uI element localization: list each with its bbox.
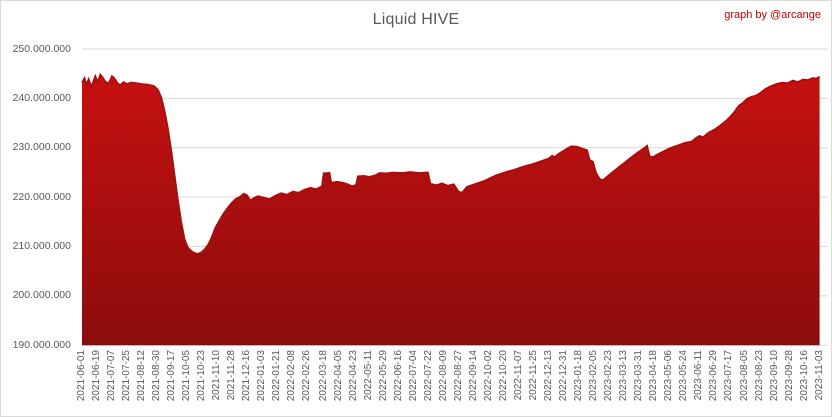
- x-tick-label: 2023-03-31: [632, 350, 644, 402]
- x-tick-label: 2022-02-08: [286, 350, 298, 402]
- x-tick-label: 2022-12-31: [557, 350, 569, 402]
- x-tick-label: 2022-01-03: [256, 350, 268, 402]
- y-tick-label: 220.000.000: [12, 190, 71, 203]
- x-tick-label: 2022-05-11: [362, 350, 374, 401]
- x-tick-label: 2023-05-06: [662, 350, 674, 402]
- x-tick-label: 2021-11-10: [211, 350, 223, 401]
- x-tick-label: 2022-01-21: [271, 350, 283, 402]
- x-tick-label: 2021-07-25: [121, 350, 132, 402]
- area-fill: [82, 74, 820, 346]
- x-tick-label: 2021-10-23: [196, 350, 208, 402]
- x-tick-label: 2022-10-02: [482, 350, 494, 402]
- x-tick-label: 2021-06-01: [76, 350, 87, 402]
- x-tick-label: 2022-12-13: [542, 350, 554, 402]
- x-tick-label: 2023-02-23: [602, 350, 614, 402]
- area-edge-line: [81, 72, 821, 255]
- x-tick-label: 2023-05-24: [677, 350, 689, 402]
- x-tick-label: 2023-11-03: [813, 350, 825, 401]
- chart-title: Liquid HIVE: [372, 11, 460, 28]
- x-tick-label: 2023-08-23: [753, 350, 765, 402]
- x-tick-label: 2022-10-20: [497, 350, 509, 402]
- x-tick-label: 2021-10-05: [181, 350, 192, 402]
- x-tick-label: 2023-09-10: [768, 350, 780, 402]
- x-tick-label: 2023-07-17: [722, 350, 734, 402]
- x-tick-label: 2023-10-16: [798, 350, 810, 402]
- x-tick-label: 2022-04-05: [332, 350, 344, 402]
- x-tick-label: 2023-01-18: [572, 350, 584, 402]
- y-tick-label: 190.000.000: [12, 338, 71, 351]
- x-tick-label: 2023-06-11: [692, 350, 704, 401]
- y-tick-label: 240.000.000: [12, 91, 71, 104]
- x-tick-label: 2021-12-16: [241, 350, 253, 402]
- x-tick-label: 2021-06-19: [91, 350, 102, 402]
- y-tick-label: 210.000.000: [12, 240, 71, 253]
- x-tick-label: 2022-07-22: [422, 350, 434, 402]
- y-tick-label: 200.000.000: [12, 289, 71, 302]
- x-tick-label: 2022-02-26: [301, 350, 313, 402]
- x-tick-label: 2022-11-25: [527, 350, 539, 401]
- x-tick-label: 2022-04-23: [347, 350, 359, 402]
- x-tick-label: 2022-08-27: [452, 350, 464, 402]
- x-tick-label: 2022-06-16: [392, 350, 404, 402]
- x-tick-label: 2023-08-05: [738, 350, 750, 402]
- chart-credit: graph by @arcange: [724, 9, 821, 21]
- x-tick-label: 2023-03-13: [617, 350, 629, 402]
- y-tick-label: 230.000.000: [12, 141, 71, 154]
- x-tick-label: 2023-09-28: [783, 350, 795, 402]
- x-tick-label: 2022-07-04: [407, 350, 419, 402]
- x-tick-label: 2022-08-09: [437, 350, 449, 402]
- x-tick-label: 2021-08-12: [136, 350, 147, 402]
- x-tick-label: 2022-09-14: [467, 350, 479, 402]
- x-tick-label: 2023-02-05: [587, 350, 599, 402]
- x-tick-label: 2023-04-18: [647, 350, 659, 402]
- y-tick-label: 250.000.000: [12, 42, 71, 55]
- x-tick-label: 2022-05-29: [377, 350, 389, 402]
- x-tick-label: 2023-06-29: [707, 350, 719, 402]
- x-tick-label: 2021-09-17: [166, 350, 177, 402]
- x-tick-label: 2021-08-30: [151, 350, 162, 402]
- x-tick-label: 2021-11-28: [226, 350, 238, 401]
- x-tick-label: 2022-11-07: [512, 350, 524, 401]
- x-tick-label: 2022-03-18: [317, 350, 329, 402]
- x-tick-label: 2021-07-07: [106, 350, 117, 402]
